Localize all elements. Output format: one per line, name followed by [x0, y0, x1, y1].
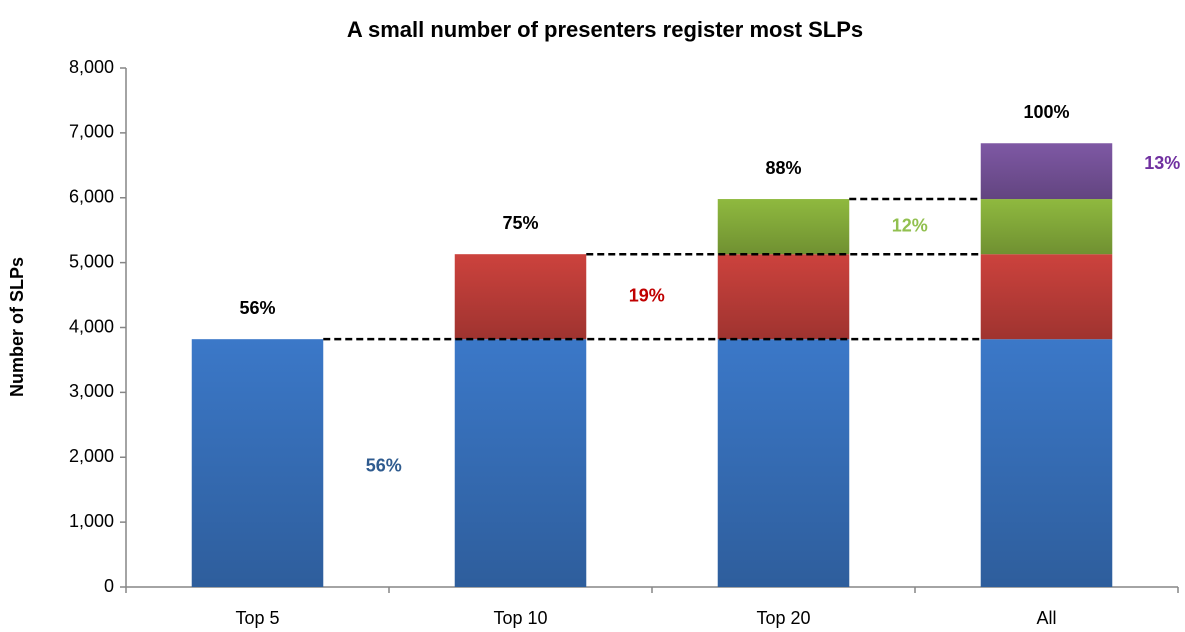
- bar-shade: [191, 339, 324, 587]
- bar-shade: [717, 254, 850, 340]
- x-tick-label: Top 5: [235, 608, 279, 628]
- y-tick-label: 5,000: [69, 251, 114, 271]
- y-tick-label: 0: [104, 576, 114, 596]
- y-tick-label: 2,000: [69, 446, 114, 466]
- x-tick-label: All: [1036, 608, 1056, 628]
- x-tick-label: Top 10: [493, 608, 547, 628]
- share-label: 56%: [366, 456, 402, 476]
- bar-shade: [454, 339, 587, 587]
- bar-shade: [717, 199, 850, 255]
- bar-shade: [980, 199, 1113, 255]
- y-tick-label: 8,000: [69, 57, 114, 77]
- bar-shade: [454, 254, 587, 340]
- chart-title: A small number of presenters register mo…: [347, 17, 863, 42]
- x-tick-label: Top 20: [756, 608, 810, 628]
- bar-shade: [980, 143, 1113, 200]
- share-label: 19%: [629, 285, 665, 305]
- bar-shade: [980, 339, 1113, 587]
- total-label: 56%: [239, 298, 275, 318]
- share-label: 12%: [892, 215, 928, 235]
- share-label: 13%: [1144, 153, 1180, 173]
- total-label: 100%: [1023, 102, 1069, 122]
- bar-shade: [717, 339, 850, 587]
- y-tick-label: 6,000: [69, 187, 114, 207]
- y-tick-label: 7,000: [69, 122, 114, 142]
- total-label: 75%: [502, 213, 538, 233]
- y-axis-label: Number of SLPs: [7, 257, 27, 397]
- y-tick-label: 1,000: [69, 511, 114, 531]
- y-tick-label: 4,000: [69, 316, 114, 336]
- y-tick-label: 3,000: [69, 381, 114, 401]
- bar-shade: [980, 254, 1113, 340]
- total-label: 88%: [765, 158, 801, 178]
